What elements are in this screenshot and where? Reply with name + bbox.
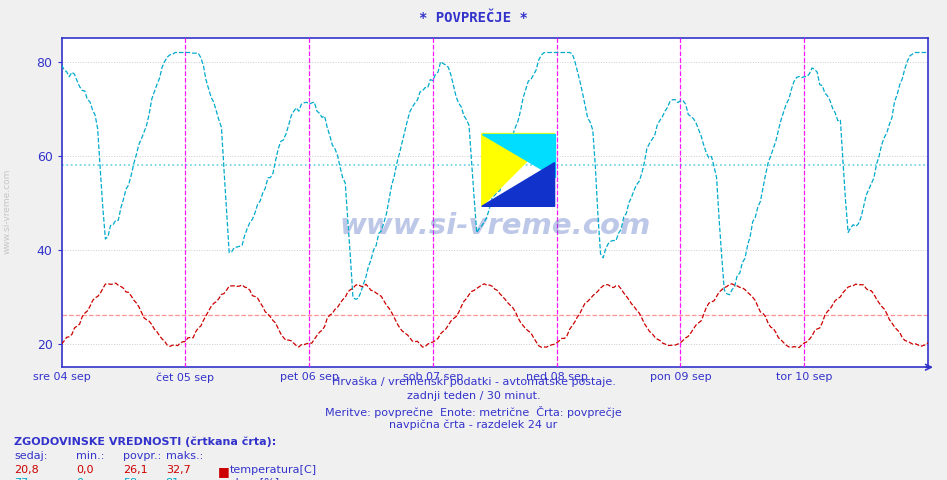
Text: sedaj:: sedaj: xyxy=(14,451,47,461)
Polygon shape xyxy=(482,133,555,177)
Text: www.si-vreme.com: www.si-vreme.com xyxy=(339,212,651,240)
Text: navpična črta - razdelek 24 ur: navpična črta - razdelek 24 ur xyxy=(389,420,558,431)
Text: temperatura[C]: temperatura[C] xyxy=(230,465,317,475)
Text: zadnji teden / 30 minut.: zadnji teden / 30 minut. xyxy=(406,391,541,401)
Polygon shape xyxy=(482,133,555,206)
Text: 32,7: 32,7 xyxy=(166,465,190,475)
Text: 20,8: 20,8 xyxy=(14,465,39,475)
Text: 0,0: 0,0 xyxy=(76,465,93,475)
Text: ZGODOVINSKE VREDNOSTI (črtkana črta):: ZGODOVINSKE VREDNOSTI (črtkana črta): xyxy=(14,437,277,447)
Text: Meritve: povprečne  Enote: metrične  Črta: povprečje: Meritve: povprečne Enote: metrične Črta:… xyxy=(325,406,622,418)
Text: ■: ■ xyxy=(218,465,229,478)
Text: povpr.:: povpr.: xyxy=(123,451,161,461)
Text: 26,1: 26,1 xyxy=(123,465,148,475)
Text: 81: 81 xyxy=(166,478,180,480)
Polygon shape xyxy=(482,163,555,206)
Text: ■: ■ xyxy=(218,478,229,480)
Text: maks.:: maks.: xyxy=(166,451,203,461)
Text: 77: 77 xyxy=(14,478,28,480)
Text: vlaga[%]: vlaga[%] xyxy=(230,478,280,480)
Text: Hrvaška / vremenski podatki - avtomatske postaje.: Hrvaška / vremenski podatki - avtomatske… xyxy=(331,377,616,387)
Text: 0: 0 xyxy=(76,478,82,480)
Text: * POVPREČJE *: * POVPREČJE * xyxy=(420,11,527,24)
Text: 58: 58 xyxy=(123,478,137,480)
Text: www.si-vreme.com: www.si-vreme.com xyxy=(3,168,12,254)
Text: min.:: min.: xyxy=(76,451,104,461)
